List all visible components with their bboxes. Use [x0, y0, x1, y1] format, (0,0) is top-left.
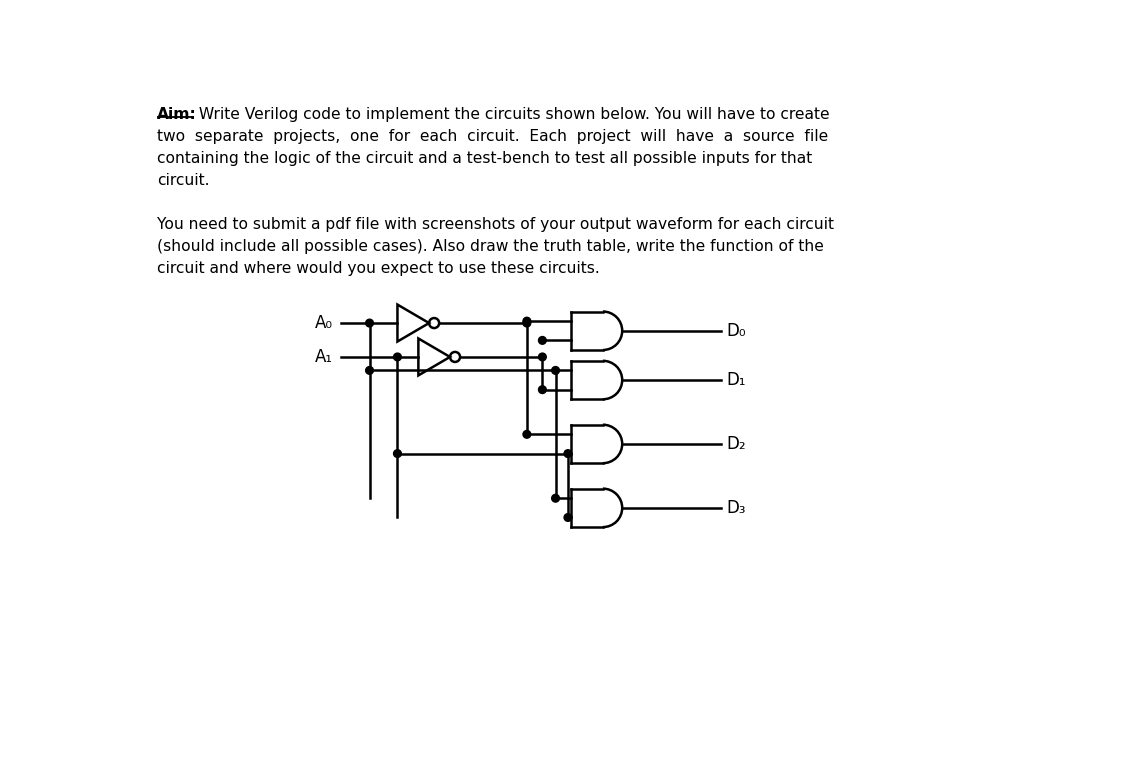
Text: circuit and where would you expect to use these circuits.: circuit and where would you expect to us… — [157, 261, 601, 275]
Text: D₁: D₁ — [727, 371, 746, 389]
Text: A₀: A₀ — [315, 314, 333, 332]
Circle shape — [366, 319, 374, 327]
Text: D₀: D₀ — [727, 322, 746, 340]
Circle shape — [551, 367, 559, 374]
Circle shape — [539, 353, 547, 361]
Circle shape — [523, 317, 531, 325]
Text: D₃: D₃ — [727, 499, 746, 517]
Text: containing the logic of the circuit and a test-bench to test all possible inputs: containing the logic of the circuit and … — [157, 151, 813, 166]
Text: two  separate  projects,  one  for  each  circuit.  Each  project  will  have  a: two separate projects, one for each circ… — [157, 129, 829, 144]
Circle shape — [539, 336, 547, 344]
Circle shape — [523, 431, 531, 438]
Circle shape — [564, 450, 572, 457]
Text: A₁: A₁ — [315, 348, 333, 366]
Circle shape — [551, 495, 559, 502]
Circle shape — [393, 450, 401, 457]
Circle shape — [393, 353, 401, 361]
Circle shape — [564, 514, 572, 521]
Text: D₂: D₂ — [727, 435, 746, 453]
Text: Write Verilog code to implement the circuits shown below. You will have to creat: Write Verilog code to implement the circ… — [194, 108, 830, 122]
Text: circuit.: circuit. — [157, 173, 210, 188]
Circle shape — [539, 386, 547, 394]
Circle shape — [366, 367, 374, 374]
Circle shape — [523, 319, 531, 327]
Text: You need to submit a pdf file with screenshots of your output waveform for each : You need to submit a pdf file with scree… — [157, 217, 834, 232]
Text: Aim:: Aim: — [157, 108, 197, 122]
Text: (should include all possible cases). Also draw the truth table, write the functi: (should include all possible cases). Als… — [157, 239, 824, 254]
